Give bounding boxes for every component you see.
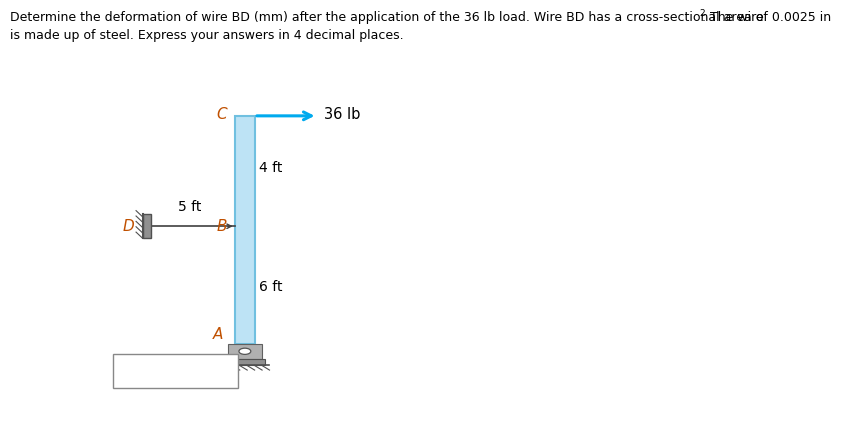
- Text: Determine the deformation of wire BD (mm) after the application of the 36 lb loa: Determine the deformation of wire BD (mm…: [10, 11, 831, 24]
- FancyBboxPatch shape: [235, 116, 254, 344]
- Bar: [228, 344, 262, 359]
- Bar: [143, 214, 151, 238]
- Text: . The wire: . The wire: [702, 11, 764, 24]
- Bar: [113, 354, 238, 388]
- Text: 36 lb: 36 lb: [324, 107, 360, 121]
- Text: 5 ft: 5 ft: [179, 200, 202, 214]
- Text: B: B: [216, 219, 227, 234]
- Text: 2: 2: [700, 9, 705, 18]
- Circle shape: [239, 348, 251, 354]
- Text: C: C: [216, 107, 227, 121]
- Text: D: D: [123, 219, 134, 234]
- Text: 4 ft: 4 ft: [260, 160, 283, 175]
- Bar: [225, 359, 266, 365]
- Text: is made up of steel. Express your answers in 4 decimal places.: is made up of steel. Express your answer…: [10, 29, 404, 42]
- Text: A: A: [213, 327, 223, 342]
- Text: 6 ft: 6 ft: [260, 280, 283, 293]
